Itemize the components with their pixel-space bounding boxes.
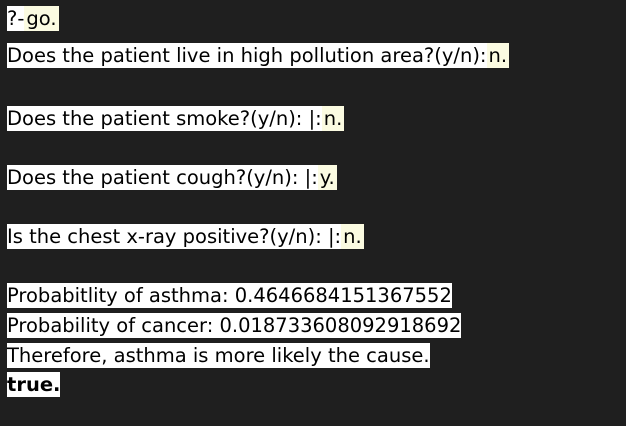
question-text: Does the patient cough?(y/n): |: xyxy=(7,165,318,190)
final-result: true. xyxy=(7,372,61,397)
result-text: Probabitlity of asthma: 0.46466841513675… xyxy=(7,283,452,308)
result-cancer: Probability of cancer: 0.018733608092918… xyxy=(7,313,462,338)
answer-input: n. xyxy=(486,43,510,68)
question-text: Is the chest x-ray positive?(y/n): |: xyxy=(7,224,342,249)
result-text: Therefore, asthma is more likely the cau… xyxy=(7,343,430,368)
result-asthma: Probabitlity of asthma: 0.46466841513675… xyxy=(7,283,452,308)
answer-input: n. xyxy=(341,224,364,249)
question-smoke: Does the patient smoke?(y/n): |: n. xyxy=(7,106,345,131)
question-cough: Does the patient cough?(y/n): |: y. xyxy=(7,165,337,190)
query-input: go. xyxy=(24,6,59,31)
prompt-line: ?- go. xyxy=(7,6,59,31)
answer-input: y. xyxy=(317,165,337,190)
prompt-symbol: ?- xyxy=(7,6,25,31)
final-text: true. xyxy=(7,372,61,397)
answer-input: n. xyxy=(321,106,345,131)
result-conclusion: Therefore, asthma is more likely the cau… xyxy=(7,343,430,368)
question-text: Does the patient smoke?(y/n): |: xyxy=(7,106,322,131)
result-text: Probability of cancer: 0.018733608092918… xyxy=(7,313,462,338)
question-pollution: Does the patient live in high pollution … xyxy=(7,43,510,68)
question-xray: Is the chest x-ray positive?(y/n): |: n. xyxy=(7,224,364,249)
question-text: Does the patient live in high pollution … xyxy=(7,43,487,68)
